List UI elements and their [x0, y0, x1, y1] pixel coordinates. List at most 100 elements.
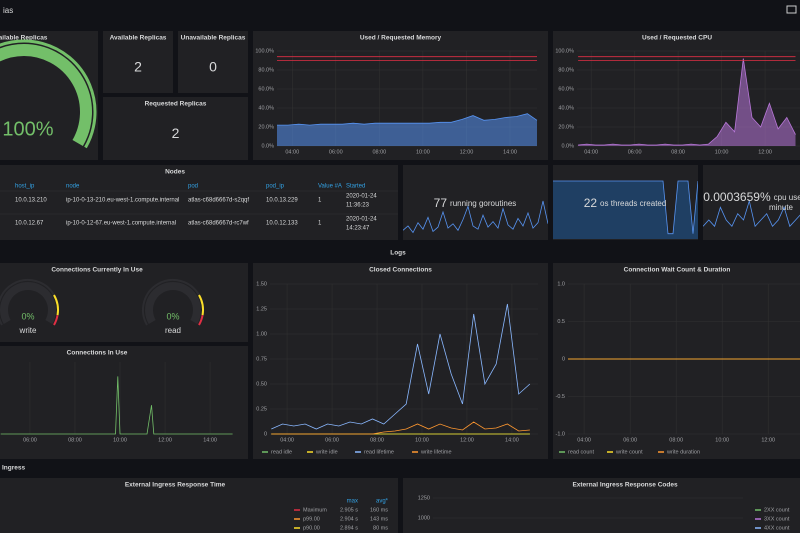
x-tick-label: 10:00 [415, 437, 429, 443]
x-tick-label: 14:00 [503, 149, 517, 155]
panel-bg [103, 97, 248, 160]
table-cell: 14:23:47 [346, 226, 370, 232]
table-header: pod_ip [266, 184, 285, 190]
legend-max: 2.894 s [340, 525, 358, 531]
series-line [271, 303, 531, 430]
x-tick-label: 08:00 [671, 149, 685, 155]
x-tick-label: 06:00 [628, 149, 642, 155]
y-tick-label: 40.0% [558, 105, 574, 111]
y-tick-label: 1250 [418, 495, 430, 501]
panel: Used / Requested Memory 0.0% 20.0% 40.0% 60.… [253, 31, 548, 160]
stat-unit: running goroutines [450, 199, 516, 208]
panel: Connection Wait Count & Duration -1.0 -0.5… [553, 263, 800, 459]
panel: 0.0003659%cpu used byminute [703, 165, 800, 240]
stat-text: 0.0003659%cpu used by [703, 190, 800, 204]
panel-title: Used / Requested CPU [642, 35, 712, 42]
series-area [277, 113, 537, 146]
x-tick-label: 08:00 [370, 437, 384, 443]
gauge-track [0, 282, 56, 324]
panel-bg [403, 478, 800, 533]
table-cell: 10.0.13.229 [266, 198, 298, 204]
panel: Connections Currently In Use 0% write 0% rea… [0, 263, 248, 342]
x-tick-label: 04:00 [577, 437, 591, 443]
row-title[interactable]: Ingress [2, 465, 26, 472]
table-cell: atlas-c68d6667d-rc7wf [188, 221, 249, 227]
y-tick-label: 40.0% [258, 105, 274, 111]
panel: External Ingress Response Time max avg* Max… [0, 478, 398, 533]
row-title[interactable]: Logs [390, 250, 406, 257]
panel-title: Used / Requested Memory [360, 35, 442, 42]
series-line [0, 376, 233, 435]
x-tick-label: 06:00 [623, 437, 637, 443]
legend-label: write count [615, 449, 643, 455]
legend-avg: 80 ms [373, 525, 388, 531]
panel: 22 os threads created [553, 165, 698, 240]
panel: Requested Replicas 2 [103, 97, 248, 160]
x-tick-label: 06:00 [325, 437, 339, 443]
x-tick-label: 12:00 [758, 149, 772, 155]
table-cell: ip-10-0-13-210.eu-west-1.compute.interna… [66, 198, 179, 204]
gauge-threshold [198, 315, 204, 326]
x-tick-label: 12:00 [761, 437, 775, 443]
x-tick-label: 12:00 [460, 437, 474, 443]
legend-label: p90.00 [303, 525, 320, 531]
x-tick-label: 08:00 [68, 437, 82, 443]
legend-label: Maximum [303, 507, 327, 513]
panel: Closed Connections 0 0.25 0.50 0.75 1.00 1.25 1… [253, 263, 548, 459]
table-cell: 2020-01-24 [346, 217, 377, 223]
stat-value: 2 [172, 125, 180, 141]
legend-label: write duration [666, 449, 700, 455]
legend-header: max [347, 499, 358, 505]
panel-bg [253, 263, 548, 459]
gauge-threshold [53, 315, 59, 326]
stat-value: 77 [434, 196, 448, 210]
y-tick-label: 1.25 [256, 306, 267, 312]
y-tick-label: 80.0% [258, 67, 274, 73]
y-tick-label: 60.0% [258, 86, 274, 92]
y-tick-label: 20.0% [258, 124, 274, 130]
x-tick-label: 04:00 [285, 149, 299, 155]
y-tick-label: 0.5 [557, 319, 565, 325]
panel: Available Replicas 100% [0, 31, 98, 160]
y-tick-label: 0 [264, 431, 267, 437]
gauge-threshold [198, 294, 204, 316]
tv-mode-icon[interactable] [786, 5, 797, 14]
y-tick-label: 100.0% [555, 48, 574, 54]
stat-value: 0 [209, 59, 217, 75]
panel-title: External Ingress Response Codes [572, 482, 678, 489]
x-tick-label: 06:00 [23, 437, 37, 443]
table-cell: ip-10-0-12-67.eu-west-1.compute.internal [66, 221, 176, 227]
legend-label: read count [568, 449, 594, 455]
table-cell: 2020-01-24 [346, 194, 377, 200]
legend-label: 4XX count [764, 525, 790, 531]
panel-title: Requested Replicas [145, 101, 207, 108]
x-tick-label: 10:00 [113, 437, 127, 443]
panel: Connections In Use 06:00 08:00 10:00 12:00 14… [0, 346, 248, 459]
gauge-value-label: 0% [21, 311, 34, 321]
table-cell: 10.0.12.67 [15, 221, 44, 227]
stat-text: 22 os threads created [584, 196, 667, 210]
legend-label: read idle [271, 449, 292, 455]
table-cell: 11:36:23 [346, 203, 370, 209]
sparkline [553, 180, 698, 235]
y-tick-label: 0 [562, 356, 565, 362]
stat-unit: minute [769, 203, 794, 212]
x-tick-label: 12:00 [460, 149, 474, 155]
panel-bg [178, 31, 248, 93]
legend-avg: 160 ms [370, 507, 388, 513]
panel-title: Connection Wait Count & Duration [624, 267, 731, 274]
stat-value: 2 [134, 59, 142, 75]
x-tick-label: 10:00 [715, 149, 729, 155]
y-tick-label: 0.50 [256, 381, 267, 387]
panel-title: Closed Connections [369, 267, 432, 274]
gauge-value-label: 100% [2, 118, 53, 140]
y-tick-label: 1.0 [557, 281, 565, 287]
y-tick-label: 80.0% [558, 67, 574, 73]
stat-value: 0.0003659% [703, 190, 771, 204]
table-header: host_ip [15, 184, 35, 190]
legend-header: avg* [376, 499, 389, 505]
x-tick-label: 06:00 [329, 149, 343, 155]
series-line [271, 421, 530, 435]
stat-text: 77 running goroutines [434, 196, 517, 210]
gauge-name: read [165, 326, 181, 335]
